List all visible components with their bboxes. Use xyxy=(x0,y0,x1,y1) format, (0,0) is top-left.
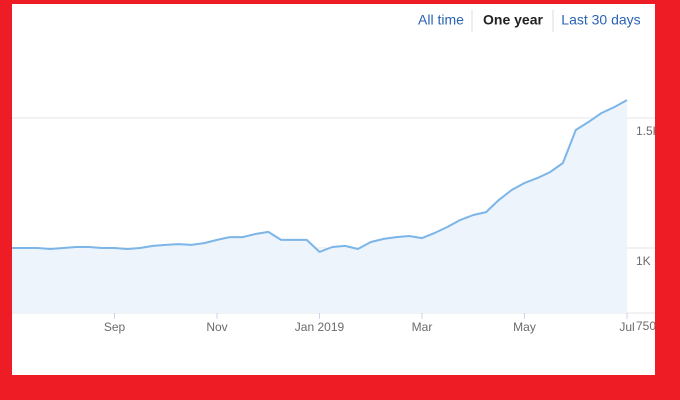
frame-right xyxy=(655,0,680,400)
tab-all-time[interactable]: All time xyxy=(418,12,464,28)
x-tick-label: Mar xyxy=(412,320,433,334)
area-fill xyxy=(12,100,627,313)
y-tick-label: 1K xyxy=(636,254,651,268)
x-tick-label: May xyxy=(513,320,536,334)
y-tick-label: 1.5K xyxy=(636,124,661,138)
line xyxy=(12,99,628,253)
frame-left xyxy=(0,0,12,400)
x-tick-label: Nov xyxy=(206,320,227,334)
frame-top xyxy=(0,0,680,4)
x-tick-label: Sep xyxy=(104,320,126,334)
range-tabs: All time One year Last 30 days xyxy=(418,10,641,32)
plot-area: 750 1K 1.5K Sep Nov Jan 2019 Mar May Jul xyxy=(12,99,661,334)
tab-last-30-days[interactable]: Last 30 days xyxy=(561,12,640,28)
x-tick-label: Jul xyxy=(619,320,634,334)
y-tick-label: 750 xyxy=(636,319,656,333)
tab-one-year[interactable]: One year xyxy=(483,12,543,28)
frame-bottom xyxy=(0,375,680,400)
x-tick-label: Jan 2019 xyxy=(295,320,345,334)
